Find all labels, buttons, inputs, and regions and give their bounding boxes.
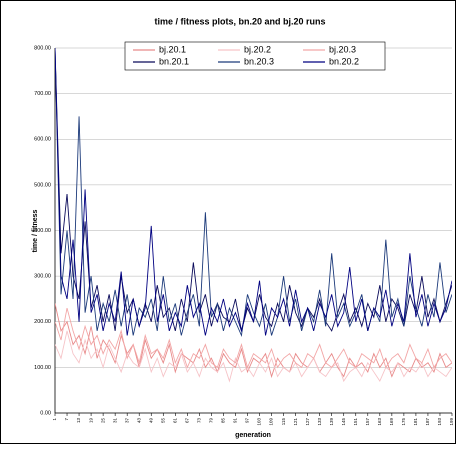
x-tick-label: 187 bbox=[425, 418, 430, 426]
x-tick-label: 49 bbox=[148, 418, 153, 424]
legend-label: bj.20.3 bbox=[329, 44, 356, 54]
x-tick-label: 13 bbox=[76, 418, 81, 424]
y-axis-label: time / fitness bbox=[32, 210, 39, 253]
y-tick-label: 300.00 bbox=[34, 274, 51, 280]
series-line bbox=[55, 47, 452, 336]
y-tick-label: 0.00 bbox=[40, 410, 51, 416]
x-tick-label: 91 bbox=[233, 418, 238, 424]
series-line bbox=[55, 303, 452, 379]
x-tick-label: 31 bbox=[112, 418, 117, 424]
legend-label: bn.20.1 bbox=[159, 56, 189, 66]
x-tick-label: 151 bbox=[353, 418, 358, 426]
legend-label: bj.20.2 bbox=[244, 44, 271, 54]
x-tick-label: 139 bbox=[329, 418, 334, 426]
y-tick-label: 600.00 bbox=[34, 137, 51, 143]
x-tick-label: 85 bbox=[221, 418, 226, 424]
series-line bbox=[55, 307, 452, 369]
x-tick-label: 193 bbox=[437, 418, 442, 426]
y-tick-label: 500.00 bbox=[34, 182, 51, 188]
x-tick-label: 121 bbox=[293, 418, 298, 426]
x-tick-label: 67 bbox=[185, 418, 190, 424]
legend-label: bj.20.1 bbox=[159, 44, 186, 54]
x-tick-label: 175 bbox=[401, 418, 406, 426]
x-tick-label: 55 bbox=[160, 418, 165, 424]
y-tick-label: 100.00 bbox=[34, 365, 51, 371]
x-axis-label: generation bbox=[235, 432, 271, 439]
x-tick-label: 169 bbox=[389, 418, 394, 426]
legend-box bbox=[124, 41, 386, 71]
x-tick-label: 79 bbox=[209, 418, 214, 424]
x-tick-label: 25 bbox=[100, 418, 105, 424]
plot bbox=[55, 47, 452, 383]
x-tick-label: 37 bbox=[124, 418, 129, 424]
chart-title: time / fitness plots, bn.20 and bj.20 ru… bbox=[154, 16, 325, 26]
x-tick-label: 115 bbox=[281, 418, 286, 426]
x-tick-label: 109 bbox=[269, 418, 274, 426]
x-tick-label: 1 bbox=[52, 418, 57, 421]
legend-label: bn.20.2 bbox=[329, 56, 359, 66]
x-tick-label: 73 bbox=[197, 418, 202, 424]
x-tick-label: 157 bbox=[365, 418, 370, 426]
x-tick-label: 61 bbox=[172, 418, 177, 424]
x-tick-label: 199 bbox=[449, 418, 454, 426]
x-tick-label: 97 bbox=[245, 418, 250, 424]
x-tick-label: 133 bbox=[317, 418, 322, 426]
x-tick-label: 43 bbox=[136, 418, 141, 424]
series-line bbox=[55, 47, 452, 338]
x-tick-label: 181 bbox=[413, 418, 418, 426]
x-tick-label: 127 bbox=[305, 418, 310, 426]
x-tick-label: 103 bbox=[257, 418, 262, 426]
x-tick-label: 145 bbox=[341, 418, 346, 426]
y-tick-label: 800.00 bbox=[34, 45, 51, 51]
x-tick-label: 163 bbox=[377, 418, 382, 426]
y-tick-label: 400.00 bbox=[34, 228, 51, 234]
x-tick-label: 7 bbox=[64, 418, 69, 421]
y-tick-label: 700.00 bbox=[34, 91, 51, 97]
x-tick-label: 19 bbox=[88, 418, 93, 424]
legend-label: bn.20.3 bbox=[244, 56, 274, 66]
y-tick-label: 200.00 bbox=[34, 319, 51, 325]
